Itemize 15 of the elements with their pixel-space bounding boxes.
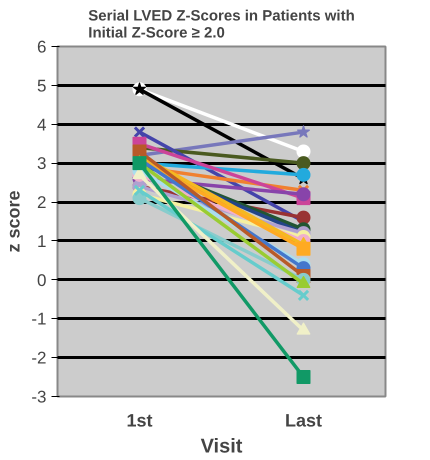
x-axis-title: Visit — [200, 436, 243, 458]
y-tick-label: 3 — [37, 154, 47, 174]
y-tick-label: 4 — [37, 115, 47, 134]
y-tick-label: -1 — [31, 310, 47, 329]
x-tick-label: Last — [284, 410, 322, 430]
y-axis-title: z score — [3, 190, 24, 253]
x-tick-label: 1st — [126, 410, 153, 430]
y-tick-label: 6 — [37, 38, 47, 56]
y-tick-label: 0 — [37, 270, 47, 290]
y-tick-label: 5 — [37, 76, 47, 96]
y-tick-label: 2 — [37, 193, 47, 212]
chart-title: Serial LVED Z-Scores in Patients with Initial Z-Score ≥ 2.0 — [88, 8, 355, 42]
y-tick-label: 1 — [37, 232, 47, 251]
y-tick-label: -2 — [31, 348, 47, 368]
y-tick-label: -3 — [31, 388, 47, 406]
